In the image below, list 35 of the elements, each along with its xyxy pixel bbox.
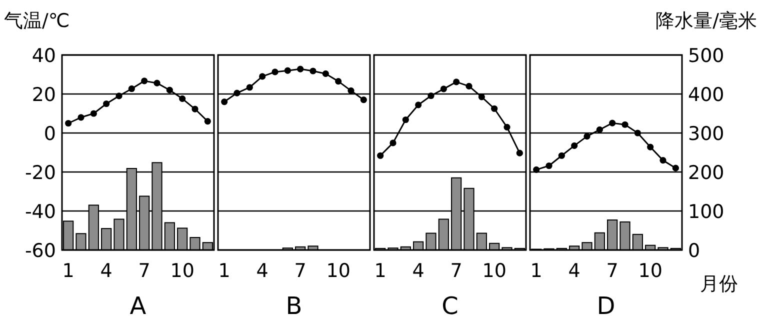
y2-tick-label: 0 <box>688 240 700 262</box>
y-tick-label: -60 <box>24 240 56 262</box>
text: D <box>596 292 616 320</box>
x-tick-label: 7 <box>294 260 306 282</box>
x-tick-label: 7 <box>138 260 150 282</box>
text: B <box>286 292 302 320</box>
x-tick-label: 10 <box>482 260 506 282</box>
y2-tick-label: 200 <box>688 162 724 184</box>
text: A <box>130 292 147 320</box>
x-tick-label: 4 <box>100 260 112 282</box>
x-tick-label: 1 <box>530 260 542 282</box>
y-axis-title: 气温/℃ <box>4 10 70 32</box>
x-tick-label: 10 <box>170 260 194 282</box>
x-tick-label: 4 <box>256 260 268 282</box>
x-tick-label: 1 <box>374 260 386 282</box>
x-tick-label: 10 <box>638 260 662 282</box>
y-tick-label: -40 <box>24 201 56 223</box>
x-tick-label: 4 <box>568 260 580 282</box>
x-tick-label: 7 <box>606 260 618 282</box>
y-tick-label: 40 <box>32 45 56 67</box>
y2-tick-label: 400 <box>688 84 724 106</box>
x-tick-label: 10 <box>326 260 350 282</box>
y-tick-label: -20 <box>24 162 56 184</box>
x-tick-label: 1 <box>62 260 74 282</box>
y2-axis-title: 降水量/毫米 <box>656 10 757 32</box>
x-axis-title: 月份 <box>700 273 738 295</box>
y-tick-label: 0 <box>44 123 56 145</box>
x-tick-label: 7 <box>450 260 462 282</box>
x-tick-label: 1 <box>218 260 230 282</box>
x-tick-label: 4 <box>412 260 424 282</box>
y2-tick-label: 500 <box>688 45 724 67</box>
y2-tick-label: 100 <box>688 201 724 223</box>
y-tick-label: 20 <box>32 84 56 106</box>
text: C <box>442 292 458 320</box>
y2-tick-label: 300 <box>688 123 724 145</box>
